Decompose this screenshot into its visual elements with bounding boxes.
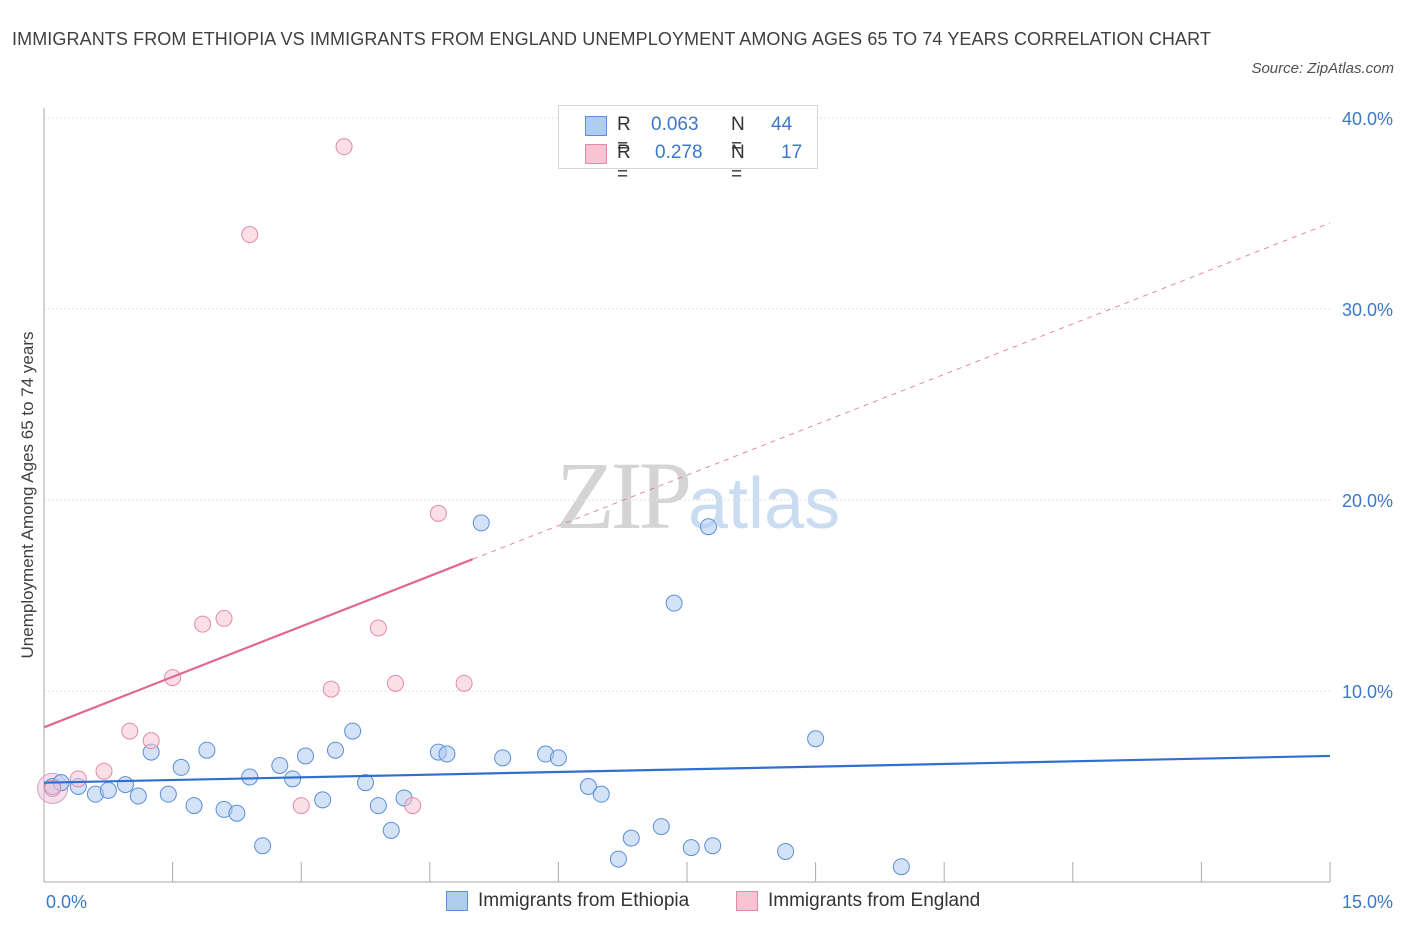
legend-label: Immigrants from Ethiopia	[478, 890, 690, 911]
legend-label: Immigrants from England	[768, 890, 981, 911]
n-label: N =	[731, 114, 745, 157]
ethiopia-point	[892, 858, 910, 876]
ethiopia-point	[438, 745, 456, 763]
ethiopia-point	[652, 818, 670, 836]
x-tick-label: 0.0%	[46, 892, 87, 912]
england-swatch	[585, 144, 607, 164]
england-point	[455, 674, 473, 692]
y-tick-label: 10.0%	[1342, 682, 1393, 702]
n-value: 44	[771, 114, 793, 135]
ethiopia-point	[699, 518, 717, 536]
ethiopia-point	[807, 730, 825, 748]
ethiopia-point	[129, 787, 147, 805]
england-point	[335, 138, 353, 156]
england-point	[241, 226, 259, 244]
england-point	[387, 674, 405, 692]
england-point	[429, 504, 447, 522]
ethiopia-point	[609, 850, 627, 868]
ethiopia-point	[777, 842, 795, 860]
ethiopia-legend-swatch	[446, 891, 468, 911]
ethiopia-point	[592, 785, 610, 803]
ethiopia-point	[198, 741, 216, 759]
england-point	[292, 797, 310, 815]
ethiopia-swatch	[585, 116, 607, 136]
ethiopia-point	[357, 774, 374, 792]
england-point	[194, 615, 212, 633]
x-tick-label: 15.0%	[1342, 892, 1393, 912]
chart-source: Source: ZipAtlas.com	[1251, 60, 1394, 77]
ethiopia-point	[665, 594, 683, 612]
ethiopia-point	[228, 804, 246, 822]
ethiopia-point	[472, 514, 490, 532]
ethiopia-point	[494, 749, 512, 767]
watermark-zip: ZIP	[556, 442, 692, 549]
england-legend-swatch	[736, 891, 758, 911]
england-point	[322, 680, 340, 698]
ethiopia-point	[241, 768, 259, 786]
ethiopia-point	[382, 821, 400, 839]
r-label: R =	[617, 142, 631, 185]
ethiopia-point	[549, 749, 567, 767]
chart-title: IMMIGRANTS FROM ETHIOPIA VS IMMIGRANTS F…	[12, 29, 1212, 49]
n-label: N =	[731, 142, 745, 185]
ethiopia-point	[159, 785, 177, 803]
ethiopia-point	[326, 741, 344, 759]
ethiopia-point	[185, 797, 203, 815]
england-trend-line	[43, 558, 474, 729]
ethiopia-point	[682, 839, 700, 857]
y-tick-label: 30.0%	[1342, 300, 1393, 320]
ethiopia-point	[369, 797, 387, 815]
ethiopia-point	[296, 747, 314, 765]
y-tick-label: 40.0%	[1342, 109, 1393, 129]
ethiopia-point	[284, 770, 302, 788]
england-point	[215, 609, 233, 627]
ethiopia-point	[116, 776, 134, 794]
r-value: 0.278	[655, 142, 703, 163]
stats-legend: R = 0.063 N = 44 R = 0.278 N = 17	[558, 105, 818, 185]
england-point	[95, 762, 113, 780]
y-tick-label: 20.0%	[1342, 491, 1393, 511]
england-trend-line-extension	[472, 222, 1331, 560]
england-point	[142, 732, 160, 750]
r-value: 0.063	[651, 114, 699, 135]
england-point	[121, 722, 139, 740]
ethiopia-point	[99, 781, 117, 799]
ethiopia-point	[344, 722, 362, 740]
ethiopia-point	[314, 791, 332, 809]
england-point	[404, 797, 422, 815]
ethiopia-point	[172, 758, 190, 776]
r-label: R =	[617, 114, 631, 157]
england-point	[369, 619, 387, 637]
ethiopia-point	[622, 829, 640, 847]
england-point	[44, 779, 62, 797]
ethiopia-point	[254, 837, 272, 855]
ethiopia-point	[704, 837, 722, 855]
watermark: ZIPatlas	[556, 440, 840, 551]
england-point	[69, 770, 87, 788]
ethiopia-point	[579, 778, 597, 795]
ethiopia-trend-line	[43, 754, 1331, 784]
ethiopia-point	[271, 756, 289, 774]
n-value: 17	[781, 142, 803, 163]
